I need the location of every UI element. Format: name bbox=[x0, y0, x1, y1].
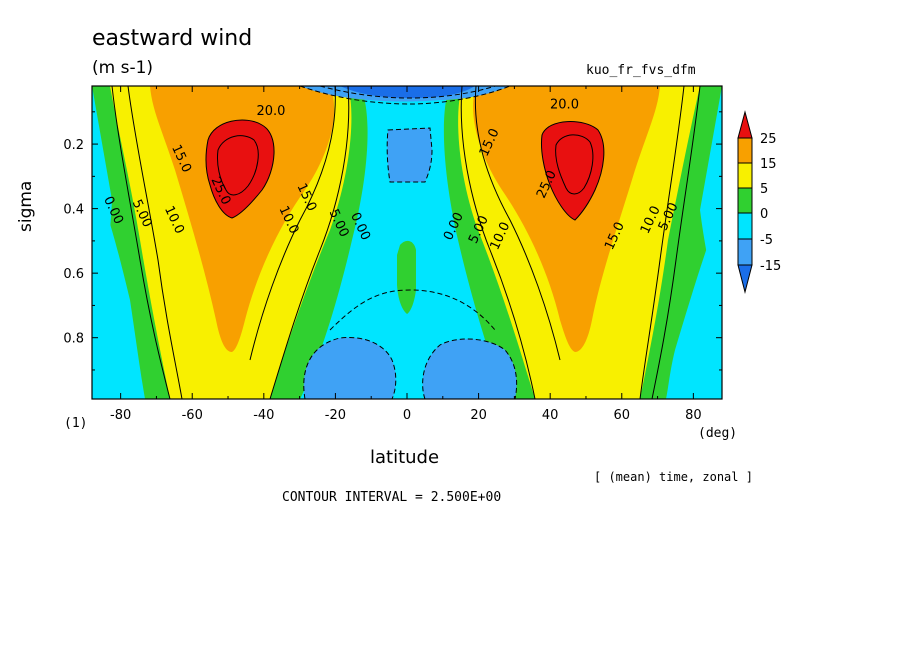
colorbar-swatch bbox=[737, 187, 753, 214]
fill-m5-0-south-edge bbox=[92, 176, 145, 399]
fill-m15-m5-lower-south bbox=[303, 337, 396, 399]
x-tick-label: -40 bbox=[253, 408, 274, 423]
contour-fill-layer bbox=[92, 86, 722, 399]
colorbar: 25 15 5 0 -5 -15 bbox=[737, 110, 781, 294]
contour-line-layer bbox=[111, 86, 701, 399]
x-tick-label: 0 bbox=[403, 408, 411, 423]
contour-label: 20.0 bbox=[550, 98, 579, 113]
contour-interval: CONTOUR INTERVAL = 2.500E+00 bbox=[282, 490, 502, 505]
y-axis-sublabel: (1) bbox=[64, 416, 88, 431]
run-name: kuo_fr_fvs_dfm bbox=[586, 63, 696, 78]
colorbar-swatch bbox=[737, 238, 753, 266]
colorbar-top-arrow bbox=[737, 110, 753, 139]
contour-label: 20.0 bbox=[257, 104, 286, 119]
fill-15-25-south bbox=[150, 86, 335, 352]
negative-contour-layer bbox=[299, 86, 518, 399]
colorbar-label: 15 bbox=[760, 157, 777, 172]
averaging-note: [ (mean) time, zonal ] bbox=[594, 470, 753, 484]
y-axis-ticks: 0.2 0.4 0.6 0.8 bbox=[63, 111, 722, 371]
fill-15-25-north bbox=[473, 86, 660, 352]
colorbar-label: 0 bbox=[760, 207, 768, 222]
colorbar-swatch bbox=[737, 137, 753, 164]
x-axis-ticks: -80 -60 -40 -20 0 20 40 60 80 bbox=[110, 86, 702, 423]
x-axis-unit: (deg) bbox=[698, 426, 738, 441]
chart-units: (m s-1) bbox=[92, 58, 154, 78]
x-tick-label: 40 bbox=[542, 408, 559, 423]
y-tick-label: 0.6 bbox=[63, 267, 84, 282]
colorbar-bottom-arrow bbox=[737, 264, 753, 294]
x-tick-label: -60 bbox=[182, 408, 203, 423]
y-tick-label: 0.8 bbox=[63, 332, 84, 347]
fill-m5-0-north-edge bbox=[666, 208, 722, 399]
x-tick-label: 20 bbox=[470, 408, 487, 423]
y-tick-label: 0.2 bbox=[63, 138, 84, 153]
chart-title: eastward wind bbox=[92, 26, 253, 51]
colorbar-label: 5 bbox=[760, 182, 768, 197]
x-tick-label: -20 bbox=[325, 408, 346, 423]
colorbar-label: -5 bbox=[760, 233, 773, 248]
x-tick-label: 80 bbox=[685, 408, 702, 423]
x-tick-label: -80 bbox=[110, 408, 131, 423]
colorbar-swatch bbox=[737, 212, 753, 240]
fill-m15-m5-lower-north bbox=[422, 338, 517, 399]
fill-m15-m5-upper bbox=[387, 128, 432, 182]
colorbar-swatch bbox=[737, 162, 753, 189]
fill-0-5-equator bbox=[397, 240, 416, 314]
colorbar-label: 25 bbox=[760, 132, 777, 147]
x-axis-label: latitude bbox=[370, 447, 440, 468]
y-tick-label: 0.4 bbox=[63, 203, 84, 218]
x-tick-label: 60 bbox=[613, 408, 630, 423]
colorbar-label: -15 bbox=[760, 259, 781, 274]
fill-gt25-north bbox=[541, 121, 604, 220]
